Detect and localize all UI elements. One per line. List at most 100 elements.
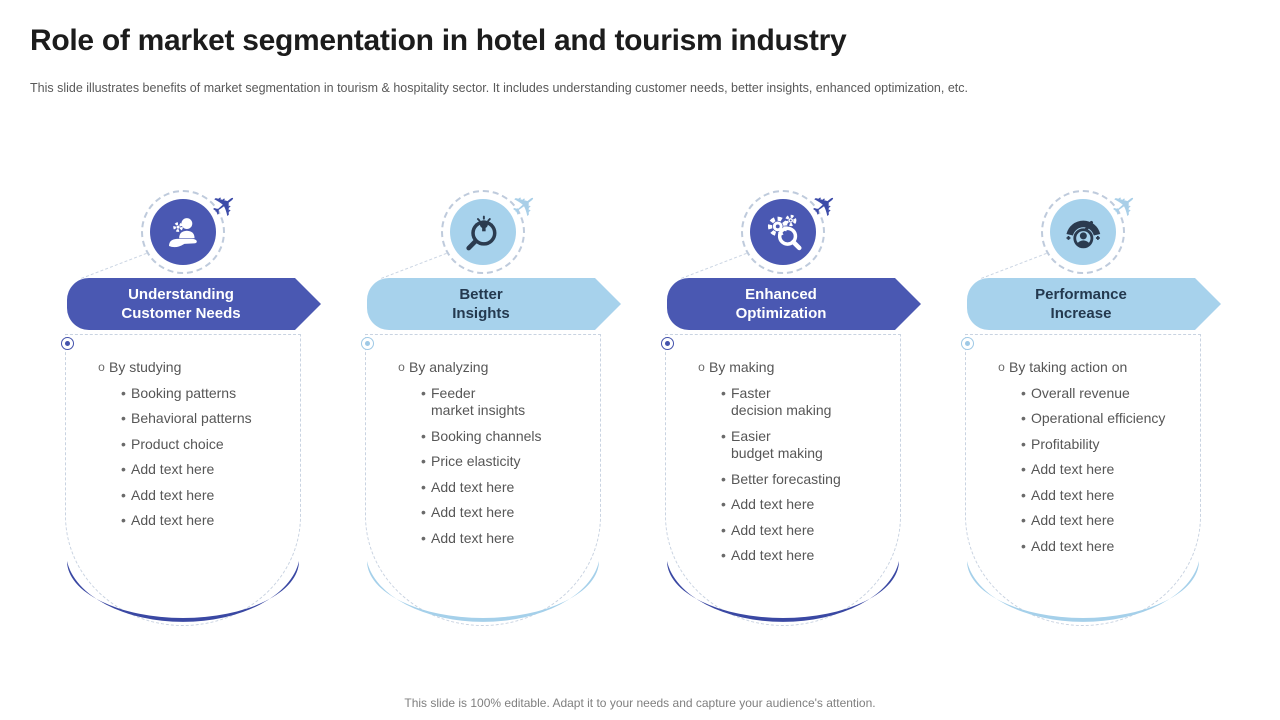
optimization-gears-icon [750, 199, 816, 265]
banner-label: Better Insights [452, 286, 510, 322]
dot-bullet: • [421, 427, 426, 444]
list-item: Add text here [1031, 512, 1115, 528]
anchor-dot [61, 337, 74, 350]
performance-gauge-icon [1050, 199, 1116, 265]
banner-arrow-tip [595, 278, 621, 330]
lead-text: By analyzing [409, 359, 489, 375]
lead-text: By taking action on [1009, 359, 1128, 375]
segment-column-performance-increase: ✈ Performance Increase o By taking action… [961, 184, 1227, 668]
page-subtitle: This slide illustrates benefits of marke… [30, 81, 968, 95]
list-item: Add text here [131, 512, 215, 528]
dot-bullet: • [721, 496, 726, 512]
insight-search-icon [466, 215, 497, 251]
dashed-ring [441, 190, 525, 274]
banner-arrow-tip [895, 278, 921, 330]
page-title: Role of market segmentation in hotel and… [30, 24, 847, 57]
list-item: Add text here [431, 504, 515, 520]
dot-bullet: • [421, 529, 426, 546]
list-item: Add text here [131, 486, 215, 503]
list-item: Easier budget making [731, 427, 823, 462]
list-item: Booking channels [431, 427, 542, 444]
banner-enhanced-optimization: Enhanced Optimization [667, 278, 921, 330]
dot-bullet: • [1021, 512, 1026, 528]
dot-bullet: • [721, 384, 726, 401]
list-item: Feeder market insights [431, 384, 526, 419]
dot-bullet: • [421, 504, 426, 520]
customer-care-icon [150, 199, 216, 265]
dot-bullet: • [121, 384, 126, 401]
dot-bullet: • [121, 486, 126, 503]
anchor-dot-center [665, 341, 670, 346]
detail-panel: o By making • Faster decision making • Easi… [665, 334, 901, 626]
list-item: Add text here [1031, 537, 1115, 554]
dot-bullet: • [721, 470, 726, 487]
detail-panel: o By analyzing • Feeder market insights • B… [365, 334, 601, 626]
segment-column-understanding-customer-needs: ✈ Understanding Customer Needs o By study… [61, 184, 327, 668]
list-item: Product choice [131, 435, 224, 452]
optimization-gears-icon [767, 214, 802, 251]
dot-bullet: • [121, 410, 126, 426]
circle-bullet: o [398, 360, 405, 374]
dot-bullet: • [121, 512, 126, 528]
bottom-arc [667, 561, 899, 622]
connector-line [981, 252, 1047, 279]
dashed-ring [1041, 190, 1125, 274]
circle-bullet: o [98, 360, 105, 374]
banner-arrow-tip [295, 278, 321, 330]
connector-line [681, 252, 747, 279]
dot-bullet: • [421, 453, 426, 469]
detail-panel: o By taking action on • Overall revenue • O… [965, 334, 1201, 626]
dot-bullet: • [721, 427, 726, 444]
detail-panel: o By studying • Booking patterns • Behavior… [65, 334, 301, 626]
dot-bullet: • [421, 384, 426, 401]
list-item: Faster decision making [731, 384, 832, 419]
bottom-arc [367, 561, 599, 622]
banner-arrow-tip [1195, 278, 1221, 330]
dashed-ring [741, 190, 825, 274]
list-item: Add text here [731, 496, 815, 512]
list-item: Behavioral patterns [131, 410, 252, 426]
lead-text: By making [709, 359, 775, 375]
connector-line [381, 252, 447, 279]
anchor-dot-center [965, 341, 970, 346]
list-item: Add text here [731, 521, 815, 538]
anchor-dot [661, 337, 674, 350]
list-item: Add text here [1031, 461, 1115, 477]
banner-understanding-customer-needs: Understanding Customer Needs [67, 278, 321, 330]
banner-label: Enhanced Optimization [735, 286, 827, 322]
segment-column-better-insights: ✈ Better Insights o By analyzing • Feeder … [361, 184, 627, 668]
connector-line [81, 252, 147, 279]
dot-bullet: • [1021, 486, 1026, 503]
list-item: Booking patterns [131, 384, 237, 401]
anchor-dot-center [365, 341, 370, 346]
editable-note: This slide is 100% editable. Adapt it to… [404, 696, 876, 710]
performance-gauge-icon [1066, 220, 1101, 249]
dot-bullet: • [1021, 410, 1026, 426]
banner-performance-increase: Performance Increase [967, 278, 1221, 330]
dot-bullet: • [421, 478, 426, 495]
dot-bullet: • [121, 435, 126, 452]
list-item: Operational efficiency [1031, 410, 1166, 426]
dot-bullet: • [1021, 537, 1026, 554]
list-item: Add text here [431, 478, 515, 495]
list-item: Add text here [731, 547, 815, 563]
lead-text: By studying [109, 359, 182, 375]
list-item: Price elasticity [431, 453, 521, 469]
dot-bullet: • [1021, 435, 1026, 452]
circle-bullet: o [998, 360, 1005, 374]
bottom-arc [67, 561, 299, 622]
banner-label: Understanding Customer Needs [121, 286, 241, 322]
dot-bullet: • [1021, 461, 1026, 477]
list-item: Profitability [1031, 435, 1100, 452]
dot-bullet: • [121, 461, 126, 477]
list-item: Better forecasting [731, 470, 841, 487]
anchor-dot [361, 337, 374, 350]
list-item: Add text here [131, 461, 215, 477]
dot-bullet: • [721, 547, 726, 563]
circle-bullet: o [698, 360, 705, 374]
list-item: Add text here [431, 529, 515, 546]
anchor-dot [961, 337, 974, 350]
list-item: Add text here [1031, 486, 1115, 503]
list-item: Overall revenue [1031, 384, 1130, 401]
